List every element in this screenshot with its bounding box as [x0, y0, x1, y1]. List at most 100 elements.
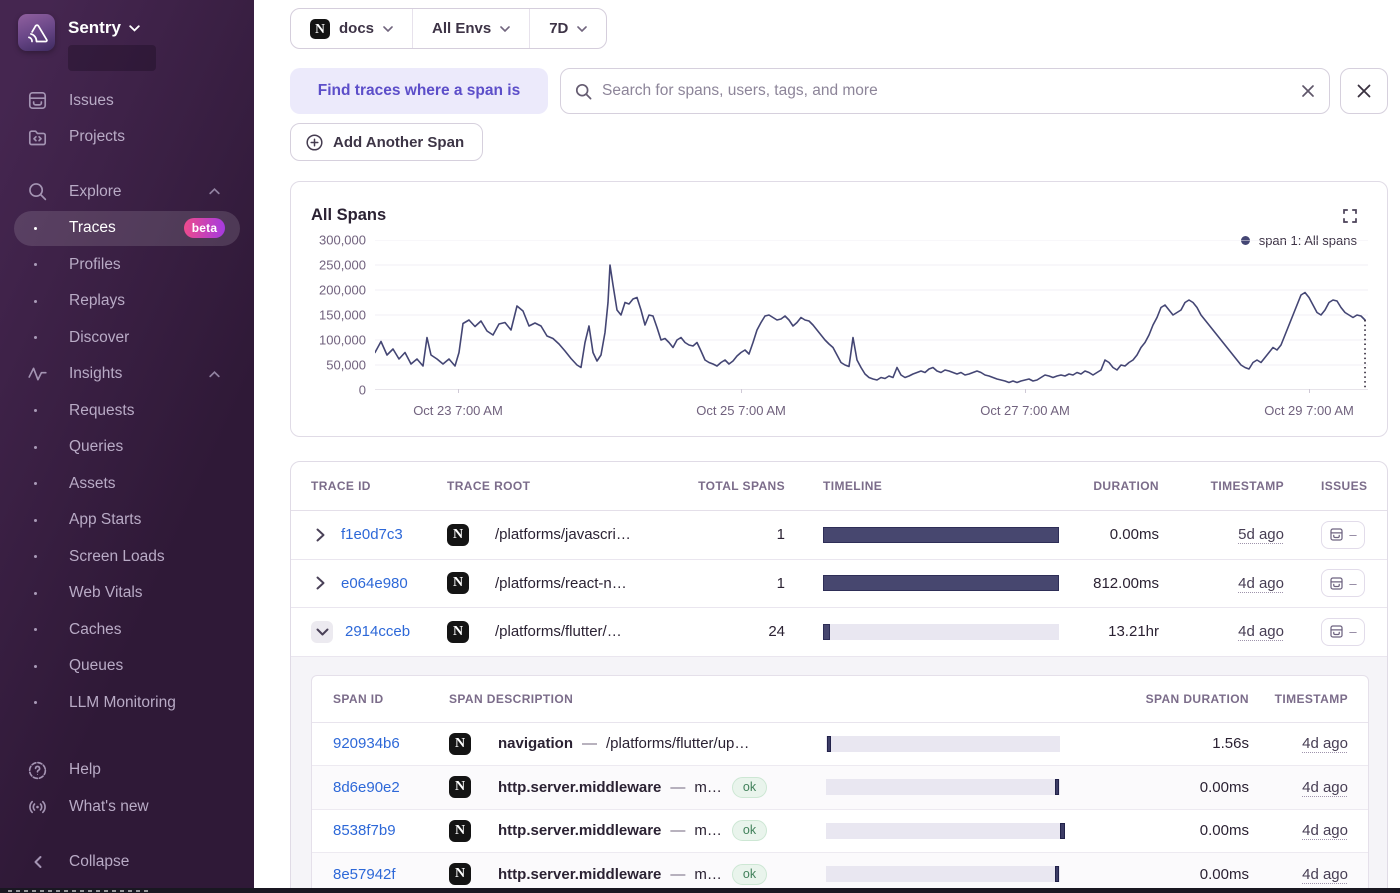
- sidebar-item-app-starts[interactable]: App Starts: [0, 502, 254, 539]
- spans-subtable-header: SPAN ID SPAN DESCRIPTION SPAN DURATION T…: [312, 676, 1368, 723]
- trace-id-link[interactable]: f1e0d7c3: [341, 526, 403, 544]
- notion-project-icon: N: [447, 523, 469, 546]
- sidebar-item-help[interactable]: Help: [0, 752, 254, 789]
- sidebar-item-assets[interactable]: Assets: [0, 466, 254, 503]
- environment-filter[interactable]: All Envs: [412, 9, 529, 48]
- all-spans-chart-panel: All Spans span 1: All spans 0 50,000 100,0…: [290, 181, 1388, 437]
- sidebar-item-profiles[interactable]: Profiles: [0, 247, 254, 284]
- project-filter[interactable]: N docs: [291, 9, 412, 48]
- span-description: m…: [694, 822, 722, 840]
- clear-search-icon[interactable]: [1301, 84, 1315, 98]
- span-id-link[interactable]: 920934b6: [333, 735, 400, 753]
- x-tick-label: Oct 27 7:00 AM: [980, 403, 1070, 418]
- sidebar-item-caches[interactable]: Caches: [0, 612, 254, 649]
- sidebar-item-llm-monitoring[interactable]: LLM Monitoring: [0, 685, 254, 722]
- sidebar: Sentry Issues Projects Explore Traces beta Pr…: [0, 0, 254, 888]
- span-timestamp-value[interactable]: 4d ago: [1302, 778, 1348, 796]
- trace-id-link[interactable]: e064e980: [341, 574, 408, 592]
- issues-icon: [1330, 528, 1344, 541]
- sidebar-item-issues[interactable]: Issues: [0, 83, 254, 120]
- sidebar-collapse-button[interactable]: Collapse: [0, 844, 254, 881]
- org-switcher[interactable]: Sentry: [18, 14, 156, 71]
- sidebar-item-whats-new[interactable]: What's new: [0, 788, 254, 825]
- timestamp-value[interactable]: 5d ago: [1238, 526, 1284, 544]
- span-id-link[interactable]: 8e57942f: [333, 865, 396, 883]
- sidebar-item-explore[interactable]: Explore: [0, 174, 254, 211]
- org-name[interactable]: Sentry: [68, 18, 156, 38]
- x-axis-tick: [1309, 389, 1311, 393]
- close-icon: [1357, 84, 1371, 98]
- bullet-dot: [34, 664, 37, 668]
- span-id-link[interactable]: 8d6e90e2: [333, 778, 400, 796]
- bullet-dot: [34, 409, 37, 413]
- col-trace-id: TRACE ID: [311, 479, 371, 493]
- issues-button[interactable]: –: [1321, 520, 1365, 549]
- chart-title: All Spans: [311, 206, 387, 224]
- main-content: N docs All Envs 7D Find traces where a s…: [254, 0, 1400, 893]
- span-timestamp-value[interactable]: 4d ago: [1302, 735, 1348, 753]
- sidebar-item-projects[interactable]: Projects: [0, 119, 254, 156]
- span-search-row: Find traces where a span is: [290, 68, 1388, 114]
- collapse-row-icon[interactable]: [311, 620, 333, 643]
- timeline-bar: [823, 575, 1059, 592]
- broadcast-icon: [27, 796, 48, 817]
- issues-empty-dash: –: [1349, 527, 1357, 543]
- date-range-label: 7D: [549, 20, 569, 37]
- chevron-down-icon: [129, 24, 140, 32]
- span-description: m…: [694, 778, 722, 796]
- trace-id-link[interactable]: 2914cceb: [345, 623, 411, 641]
- issues-icon: [27, 90, 48, 111]
- sidebar-item-screen-loads[interactable]: Screen Loads: [0, 539, 254, 576]
- chart-plot-area[interactable]: [375, 240, 1368, 390]
- expand-row-icon[interactable]: [311, 526, 329, 544]
- sidebar-item-replays[interactable]: Replays: [0, 283, 254, 320]
- span-status-badge: ok: [731, 863, 768, 885]
- bullet-dot: [34, 445, 37, 449]
- span-search-box[interactable]: [560, 68, 1330, 114]
- expand-chart-icon[interactable]: [1343, 209, 1357, 223]
- issues-button[interactable]: –: [1321, 569, 1365, 598]
- span-timeline-track: [826, 866, 1060, 883]
- col-trace-root: TRACE ROOT: [447, 479, 531, 493]
- span-timeline-marker: [1054, 779, 1060, 796]
- span-timestamp-value[interactable]: 4d ago: [1302, 865, 1348, 883]
- timestamp-value[interactable]: 4d ago: [1238, 623, 1284, 641]
- span-timestamp-value[interactable]: 4d ago: [1302, 822, 1348, 840]
- sidebar-item-insights[interactable]: Insights: [0, 356, 254, 393]
- bullet-dot: [34, 701, 37, 705]
- sidebar-item-label: Help: [69, 761, 101, 778]
- chevron-down-icon: [500, 25, 511, 32]
- sidebar-item-discover[interactable]: Discover: [0, 320, 254, 357]
- sidebar-item-label: LLM Monitoring: [69, 693, 176, 711]
- insights-icon: [27, 364, 48, 385]
- sidebar-item-traces[interactable]: Traces beta: [0, 210, 254, 247]
- issues-button[interactable]: –: [1321, 617, 1365, 646]
- bullet-dot: [34, 263, 37, 267]
- span-id-link[interactable]: 8538f7b9: [333, 822, 396, 840]
- y-tick-label: 250,000: [319, 257, 366, 273]
- sentry-logo-icon[interactable]: [18, 14, 55, 51]
- span-op: http.server.middleware: [498, 865, 662, 883]
- remove-span-condition-button[interactable]: [1340, 68, 1388, 114]
- span-search-input[interactable]: [602, 82, 1291, 100]
- span-op: http.server.middleware: [498, 778, 662, 796]
- sidebar-item-label: Discover: [69, 328, 130, 346]
- expand-row-icon[interactable]: [311, 574, 329, 592]
- add-another-span-button[interactable]: Add Another Span: [290, 123, 484, 161]
- trace-row-expanded: 2914cceb N/platforms/flutter/… 24 13.21h…: [291, 608, 1387, 657]
- sidebar-item-queries[interactable]: Queries: [0, 429, 254, 466]
- date-range-filter[interactable]: 7D: [529, 9, 606, 48]
- chevron-left-icon: [27, 852, 48, 873]
- col-timestamp: TIMESTAMP: [1210, 479, 1284, 493]
- timestamp-value[interactable]: 4d ago: [1238, 574, 1284, 592]
- sidebar-item-queues[interactable]: Queues: [0, 648, 254, 685]
- x-tick-label: Oct 25 7:00 AM: [696, 403, 786, 418]
- trace-row: e064e980 N/platforms/react-n… 1 812.00ms…: [291, 560, 1387, 608]
- span-timeline-track: [826, 779, 1060, 796]
- sidebar-item-web-vitals[interactable]: Web Vitals: [0, 575, 254, 612]
- projects-icon: [27, 127, 48, 148]
- sidebar-item-requests[interactable]: Requests: [0, 393, 254, 430]
- sidebar-footer: Help What's new Collapse: [0, 752, 254, 881]
- notion-project-icon: N: [449, 732, 471, 755]
